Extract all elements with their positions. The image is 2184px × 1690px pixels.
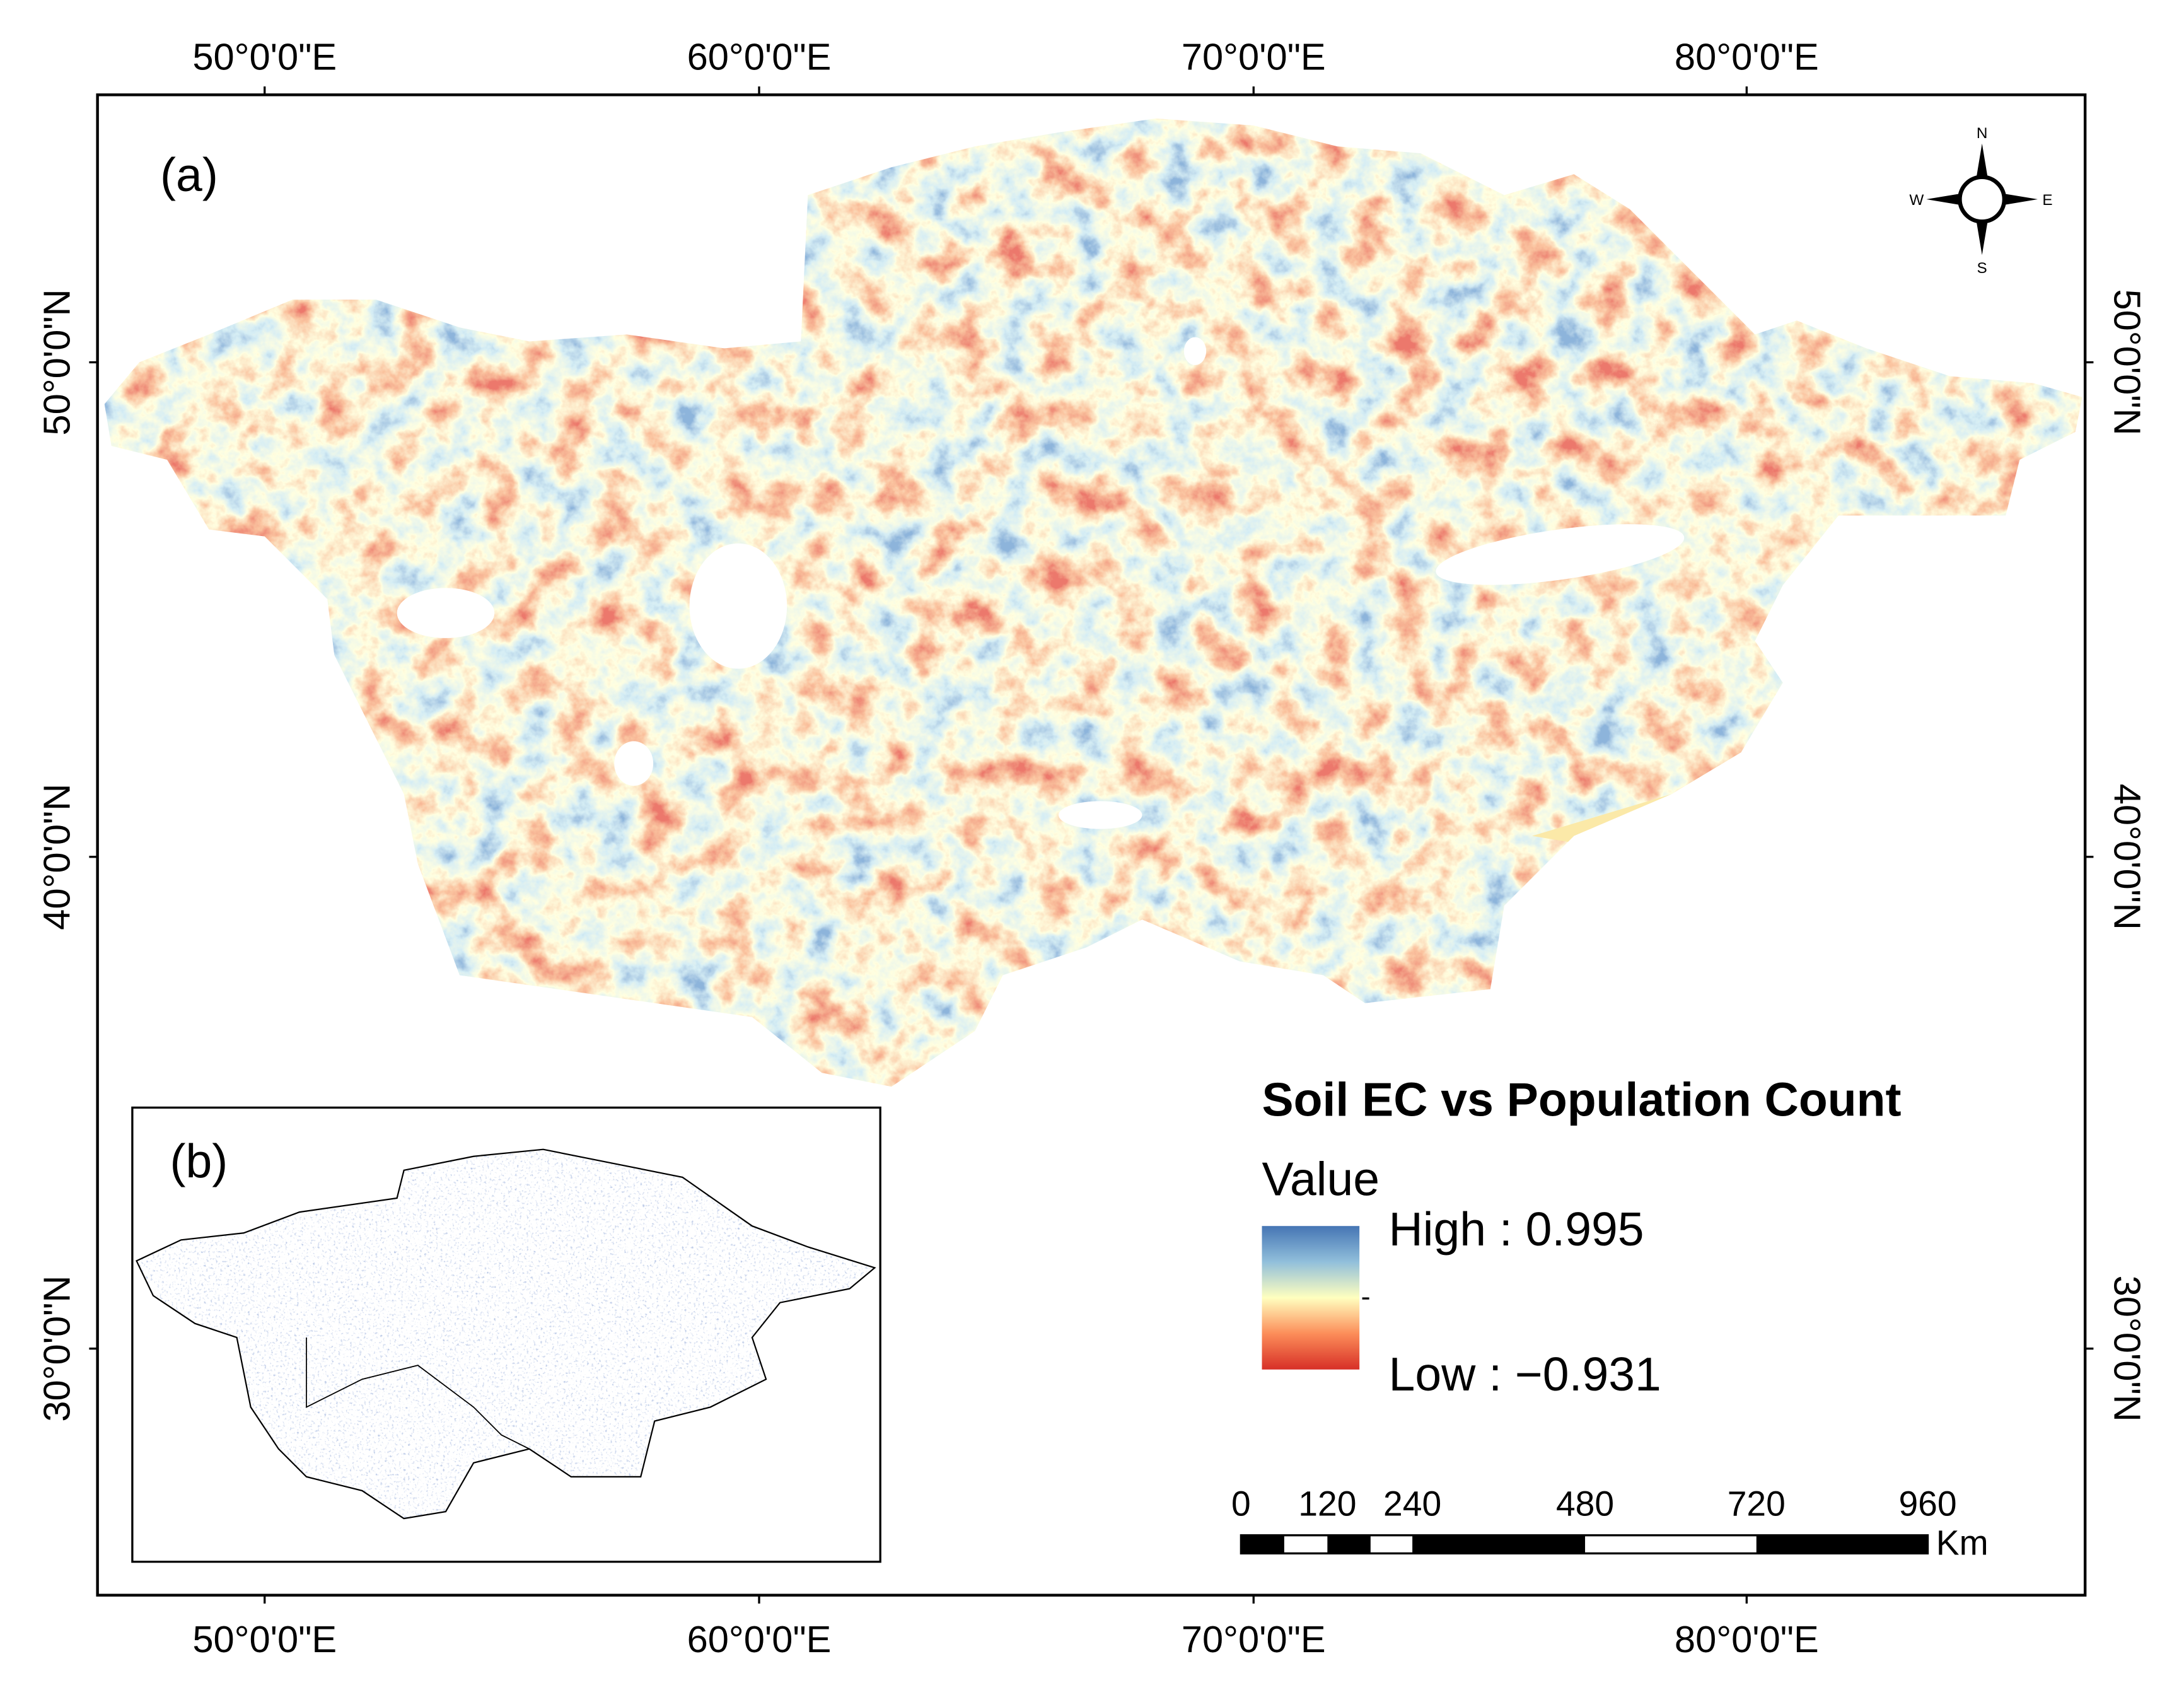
lon-label: 60°0'0"E (687, 36, 832, 78)
lake-balkhash (1436, 524, 1685, 585)
compass-w: W (1909, 192, 1924, 209)
legend-low: Low : −0.931 (1389, 1348, 1661, 1401)
scale-label: 720 (1728, 1484, 1786, 1524)
scale-segment (1756, 1535, 1928, 1554)
lon-label: 70°0'0"E (1182, 1618, 1326, 1660)
scale-label: 480 (1556, 1484, 1614, 1524)
scale-bar: Km 0 120 240 480 720 960 (1231, 1484, 1989, 1563)
compass-n: N (1977, 125, 1988, 142)
panel-label: (a) (160, 148, 218, 201)
lake (1183, 337, 1207, 365)
compass-s: S (1977, 260, 1987, 277)
inset-outline (136, 1148, 876, 1520)
lat-label: 40°0'0"N (2106, 784, 2149, 930)
lon-label: 70°0'0"E (1182, 36, 1326, 78)
legend-high: High : 0.995 (1389, 1203, 1644, 1256)
scale-segment (1327, 1535, 1371, 1554)
lon-label: 80°0'0"E (1675, 1618, 1819, 1660)
lat-label: 40°0'0"N (35, 784, 78, 930)
scale-segment (1412, 1535, 1586, 1554)
color-ramp (1262, 1226, 1360, 1370)
scale-label: 960 (1898, 1484, 1956, 1524)
lat-label: 50°0'0"N (35, 289, 78, 435)
compass-ring (1958, 175, 2007, 224)
lon-label: 60°0'0"E (687, 1618, 832, 1660)
lat-label: 30°0'0"N (2106, 1276, 2149, 1422)
compass-e: E (2042, 192, 2052, 209)
scale-label: 240 (1383, 1484, 1441, 1524)
legend-subtitle: Value (1262, 1153, 1380, 1206)
compass-arrow (2004, 194, 2038, 205)
lat-label: 50°0'0"N (2106, 289, 2149, 435)
lon-label: 80°0'0"E (1675, 36, 1819, 78)
compass-arrow (1976, 143, 1988, 177)
lat-label: 30°0'0"N (35, 1276, 78, 1422)
lake (614, 741, 654, 786)
scale-label: 0 (1231, 1484, 1251, 1524)
compass-arrow (1926, 194, 1960, 205)
legend: Soil EC vs Population Count Value High :… (1262, 1073, 1902, 1401)
scale-label: 120 (1298, 1484, 1356, 1524)
inset-border (306, 1337, 530, 1450)
compass: N S W E (1909, 125, 2052, 277)
panel-label: (b) (170, 1134, 228, 1187)
legend-title: Soil EC vs Population Count (1262, 1073, 1902, 1126)
lake (1058, 801, 1142, 829)
caspian-part (397, 588, 495, 638)
aral-sea (689, 543, 787, 669)
lon-label: 50°0'0"E (192, 36, 337, 78)
scale-segment (1241, 1535, 1284, 1554)
compass-arrow (1976, 221, 1988, 255)
lon-label: 50°0'0"E (192, 1618, 337, 1660)
scale-unit: Km (1936, 1524, 1989, 1563)
